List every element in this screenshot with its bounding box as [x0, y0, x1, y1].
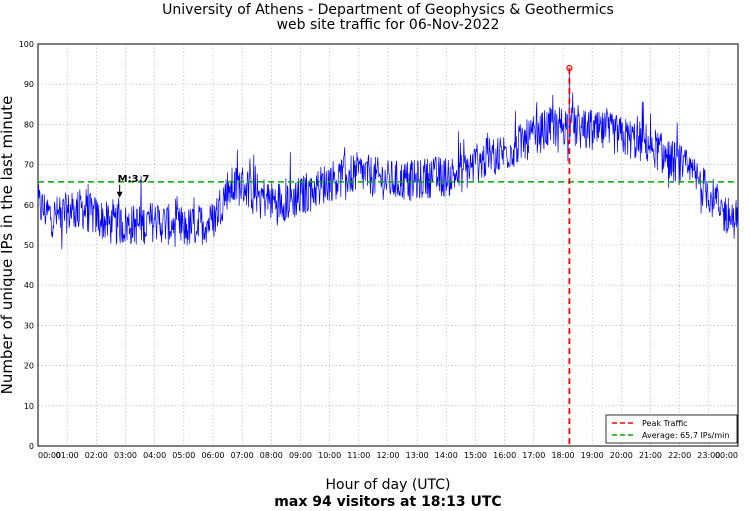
peak-summary: max 94 visitors at 18:13 UTC: [274, 494, 501, 510]
x-tick-label: 11:00: [347, 451, 370, 460]
x-tick-label: 15:00: [464, 451, 487, 460]
x-tick-label: 00:00: [38, 451, 61, 460]
x-tick-label: 20:00: [610, 451, 633, 460]
peak-marker: [566, 65, 573, 72]
x-tick-label: 21:00: [639, 451, 662, 460]
x-tick-label: 22:00: [668, 451, 691, 460]
plot-area: [37, 43, 739, 447]
x-tick-label: 19:00: [581, 451, 604, 460]
y-tick-label: 100: [19, 40, 34, 49]
y-axis-ticks: 0 10 20 30 40 50 60 70 80 90 100: [19, 40, 34, 451]
grid: [37, 43, 739, 447]
y-tick-label: 30: [24, 321, 34, 330]
annotation: M:3.7: [116, 174, 150, 198]
x-tick-label: 23:00: [697, 451, 720, 460]
x-tick-label: 14:00: [435, 451, 458, 460]
chart-title: University of Athens - Department of Geo…: [162, 2, 614, 18]
y-tick-label: 60: [24, 201, 34, 210]
legend-peak-label: Peak Traffic: [642, 419, 688, 428]
y-tick-label: 0: [29, 442, 34, 451]
legend-box: [605, 414, 738, 444]
y-tick-label: 20: [24, 362, 34, 371]
traffic-series-line: [37, 68, 739, 250]
annotation-label: M:3.7: [118, 174, 150, 185]
y-tick-label: 10: [24, 402, 34, 411]
x-tick-label: 16:00: [493, 451, 516, 460]
x-tick-label: 09:00: [289, 451, 312, 460]
y-tick-label: 40: [24, 281, 34, 290]
y-tick-label: 80: [24, 120, 34, 129]
y-tick-label: 70: [24, 161, 34, 170]
x-axis-label: Hour of day (UTC): [326, 477, 451, 493]
y-axis-label: Number of unique IPs in the last minute: [0, 96, 16, 395]
x-tick-label: 00:00: [715, 451, 738, 460]
annotation-arrowhead: [116, 191, 123, 198]
x-tick-label: 18:00: [551, 451, 574, 460]
legend-average-label: Average: 65.7 IPs/min: [642, 431, 729, 440]
x-tick-label: 17:00: [522, 451, 545, 460]
x-tick-label: 04:00: [143, 451, 166, 460]
x-tick-label: 02:00: [85, 451, 108, 460]
y-tick-label: 90: [24, 80, 34, 89]
x-tick-label: 07:00: [231, 451, 254, 460]
x-tick-label: 03:00: [114, 451, 137, 460]
x-tick-label: 12:00: [376, 451, 399, 460]
legend: Peak Traffic Average: 65.7 IPs/min: [605, 414, 738, 444]
y-tick-label: 50: [24, 241, 34, 250]
x-tick-label: 06:00: [201, 451, 224, 460]
x-tick-label: 01:00: [56, 451, 79, 460]
x-tick-label: 13:00: [406, 451, 429, 460]
x-tick-label: 10:00: [318, 451, 341, 460]
chart-subtitle: web site traffic for 06-Nov-2022: [277, 17, 500, 33]
x-tick-label: 08:00: [260, 451, 283, 460]
x-tick-label: 05:00: [172, 451, 195, 460]
